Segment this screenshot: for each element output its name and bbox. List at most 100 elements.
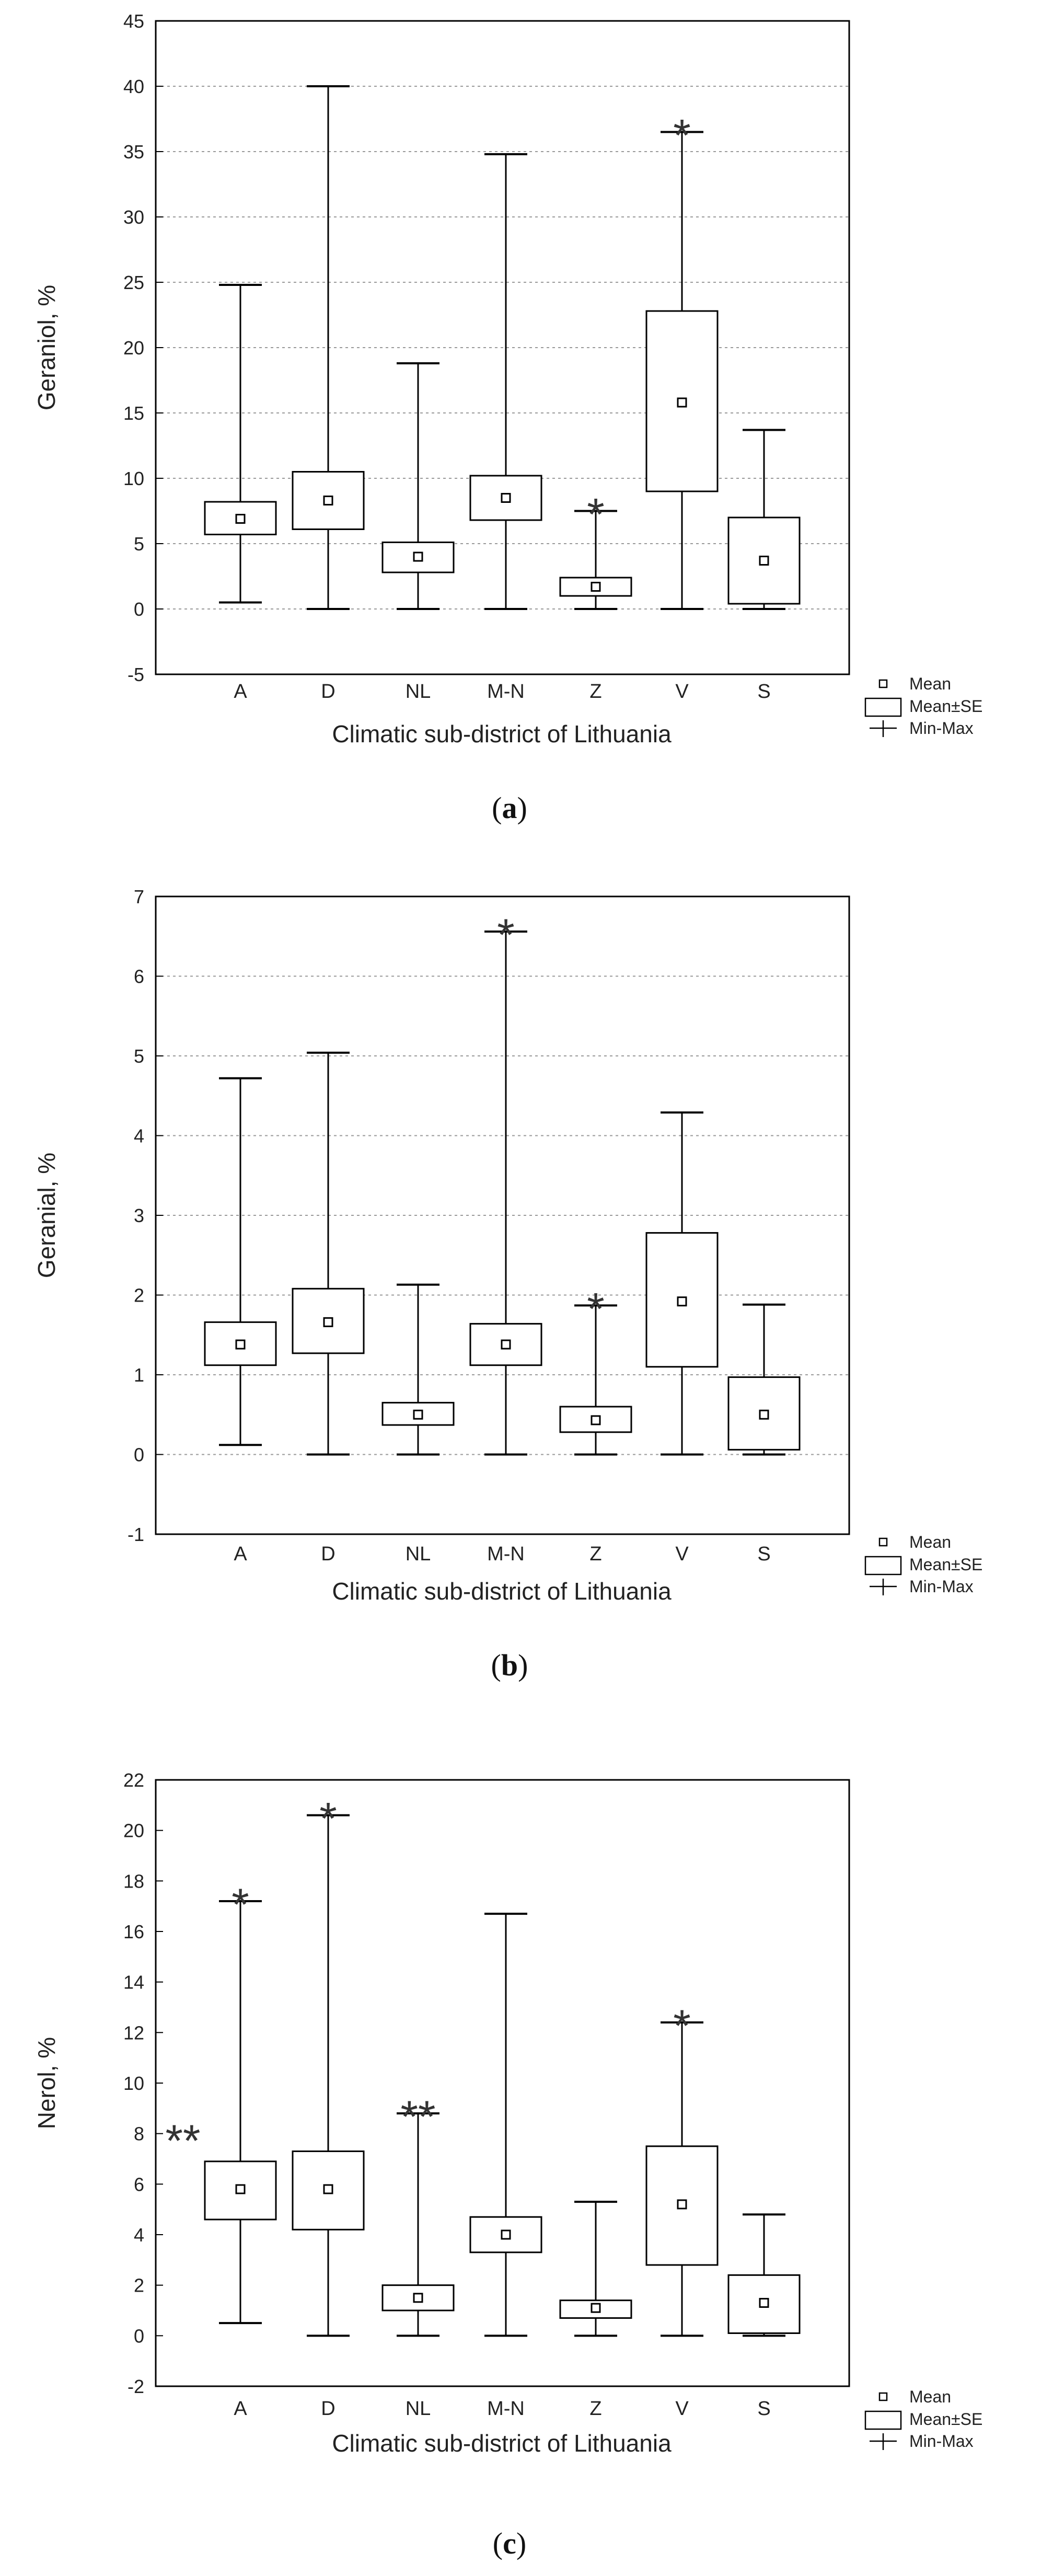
y-tick-label: 20: [123, 337, 144, 359]
x-axis-label: Climatic sub-district of Lithuania: [332, 1578, 672, 1605]
y-axis-label: Nerol, %: [33, 2037, 60, 2129]
significance-mark: **: [401, 2092, 436, 2142]
y-tick-label: -2: [128, 2376, 144, 2397]
mean-marker: [413, 1409, 423, 1420]
box-M-N: [469, 930, 542, 1456]
x-tick-label: NL: [406, 1543, 431, 1565]
mean-marker: [759, 2298, 769, 2308]
figure-caption: (a): [492, 791, 527, 825]
chart-panel-a: -5 0 5 10 15 20 25 30 35 40 45 Geraniol, % A D NL M-N Z V…: [33, 10, 982, 825]
y-tick-label: 18: [123, 1870, 144, 1892]
x-tick-label: D: [321, 681, 335, 703]
legend-label: Mean: [909, 1533, 951, 1551]
y-tick-label: 4: [134, 2224, 144, 2246]
figure-caption: (c): [493, 2526, 526, 2560]
figure-caption: (b): [491, 1648, 528, 1682]
mean-marker: [413, 551, 423, 562]
y-tick-label: 10: [123, 468, 144, 489]
legend: Mean Mean±SE Min-Max: [864, 674, 982, 738]
y-axis-label: Geranial, %: [33, 1153, 60, 1278]
box-A: [204, 1077, 277, 1446]
y-tick-label: 22: [123, 1769, 144, 1791]
y-tick-label: 5: [134, 1045, 144, 1067]
box-Z: [559, 1304, 632, 1456]
box-M-N: [469, 1913, 542, 2337]
y-tick-label: 4: [134, 1125, 144, 1147]
mean-marker: [591, 1415, 601, 1425]
y-tick-label: 7: [134, 886, 144, 907]
y-axis-label: Geraniol, %: [33, 285, 60, 410]
y-tick-label: 16: [123, 1921, 144, 1942]
legend-mean-symbol: [878, 1537, 888, 1547]
y-tick-label: 45: [123, 10, 144, 32]
mean-marker: [323, 496, 333, 505]
legend-mean-symbol: [878, 2392, 888, 2401]
x-tick-label: D: [321, 1543, 335, 1565]
box-NL: [381, 1283, 455, 1456]
y-tick-label: 35: [123, 141, 144, 163]
chart-panel-c: -2 0 2 4 6 8 10 12 14 16 18 20 22 Nerol, % A D NL M-N Z V S *…: [33, 1769, 982, 2560]
x-tick-label: D: [321, 2398, 335, 2420]
legend: Mean Mean±SE Min-Max: [864, 1533, 982, 1596]
y-tick-label: 6: [134, 2174, 144, 2195]
legend-mean-symbol: [878, 679, 888, 688]
y-tick-label: 30: [123, 206, 144, 228]
box-V: [645, 131, 719, 610]
legend-label: Min-Max: [909, 719, 974, 738]
mean-marker: [591, 2303, 601, 2313]
legend-label: Min-Max: [909, 1577, 974, 1596]
mean-marker: [235, 2184, 246, 2194]
y-tick-label: -1: [128, 1524, 144, 1545]
y-tick-label: 0: [134, 2325, 144, 2347]
box-S: [727, 1303, 801, 1456]
x-tick-label: M-N: [487, 1543, 525, 1565]
x-tick-label: V: [675, 681, 689, 703]
legend-label: Mean±SE: [909, 2410, 982, 2429]
x-tick-label: Z: [589, 2398, 601, 2420]
legend-se-symbol: [864, 1556, 902, 1576]
significance-mark: *: [497, 910, 514, 960]
x-tick-label: A: [234, 2398, 247, 2420]
box-Z: [559, 2201, 632, 2337]
box-D: [292, 85, 365, 610]
significance-mark: *: [673, 2001, 690, 2051]
box-NL: [381, 2112, 455, 2337]
x-tick-label: NL: [406, 681, 431, 703]
y-tick-label: 8: [134, 2123, 144, 2145]
box-A: [204, 284, 277, 604]
significance-mark: **: [166, 2116, 201, 2166]
mean-marker: [677, 1296, 687, 1307]
significance-mark: *: [587, 1284, 604, 1334]
significance-mark: *: [587, 490, 604, 540]
y-tick-label: 6: [134, 966, 144, 987]
x-tick-label: Z: [589, 1543, 601, 1565]
y-tick-label: 15: [123, 402, 144, 424]
significance-mark: *: [232, 1880, 249, 1930]
y-tick-label: -5: [128, 664, 144, 685]
mean-marker: [759, 556, 769, 566]
mean-marker: [413, 2293, 423, 2303]
box-A: [204, 1900, 277, 2325]
box-NL: [381, 362, 455, 610]
se-box: [204, 2160, 277, 2221]
legend-label: Mean±SE: [909, 1555, 982, 1574]
significance-mark: *: [319, 1794, 337, 1844]
y-tick-label: 2: [134, 1285, 144, 1306]
mean-marker: [591, 582, 601, 592]
legend: Mean Mean±SE Min-Max: [864, 2387, 982, 2451]
y-tick-label: 0: [134, 599, 144, 620]
y-tick-label: 0: [134, 1444, 144, 1466]
legend-label: Mean: [909, 2387, 951, 2406]
y-tick-label: 14: [123, 1972, 144, 1993]
x-tick-label: S: [757, 2398, 770, 2420]
x-tick-label: M-N: [487, 2398, 525, 2420]
legend-se-symbol: [864, 2410, 902, 2430]
box-D: [292, 1051, 365, 1456]
y-tick-label: 5: [134, 533, 144, 555]
box-Z: [559, 510, 632, 610]
chart-panel-b: -1 0 1 2 3 4 5 6 7 Geranial, % A D NL M-N Z V S * * Climati…: [33, 886, 982, 1682]
y-tick-label: 1: [134, 1364, 144, 1386]
legend-se-symbol: [864, 697, 902, 717]
box-M-N: [469, 153, 542, 610]
